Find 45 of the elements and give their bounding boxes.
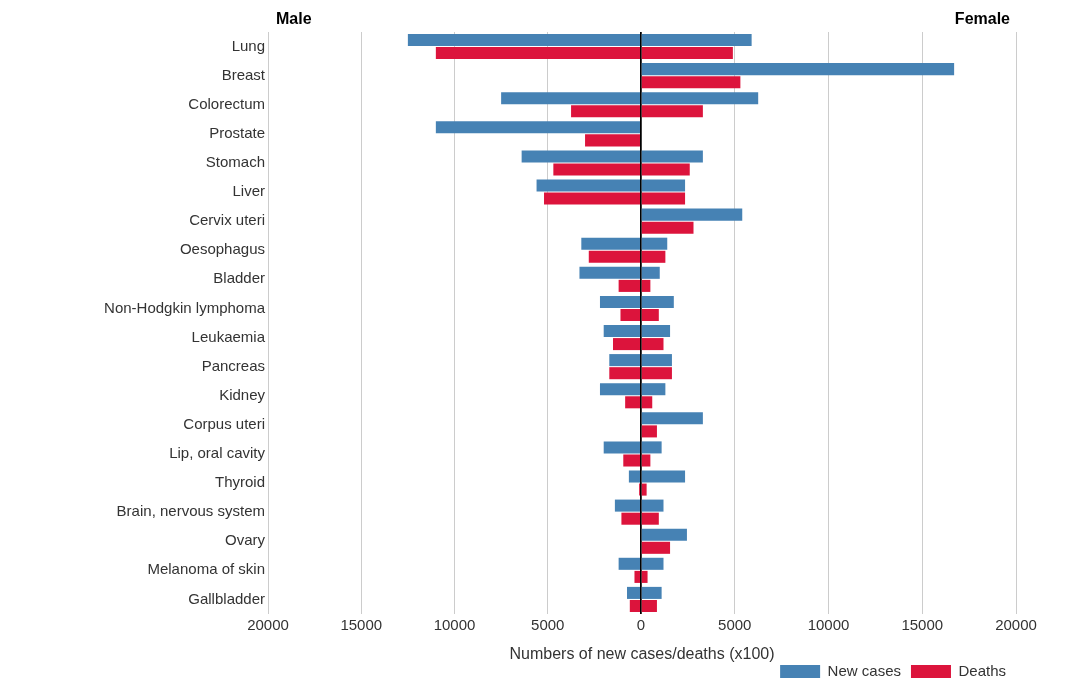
y-tick-label: Thyroid: [214, 473, 265, 491]
x-tick-label: 0: [636, 616, 646, 634]
y-tick-label: Corpus uteri: [183, 414, 265, 432]
y-tick-label: Brain, nervous system: [116, 502, 265, 520]
y-tick-label: Lung: [231, 36, 265, 54]
y-tick-label: Colorectum: [188, 94, 265, 112]
x-tick-label: 5000: [718, 616, 752, 634]
y-tick-label: Melanoma of skin: [147, 560, 265, 578]
y-tick-label: Prostate: [209, 123, 265, 141]
bar: [641, 541, 671, 554]
y-tick-label: Breast: [221, 65, 266, 83]
y-tick-label: Bladder: [213, 269, 265, 287]
y-tick-label: Leukaemia: [191, 327, 266, 345]
y-tick-label: Ovary: [224, 531, 266, 549]
bar: [641, 221, 694, 234]
chart-title: Female: [954, 10, 1011, 28]
bar: [585, 134, 641, 147]
y-tick-label: Non-Hodgkin lymphoma: [104, 298, 266, 316]
y-tick-label: Oesophagus: [179, 240, 265, 258]
bar: [641, 425, 657, 438]
x-tick-label: 20000: [995, 616, 1037, 634]
x-tick-label: 10000: [433, 616, 476, 634]
y-tick-label: Pancreas: [201, 356, 265, 374]
x-tick-label: 15000: [901, 616, 944, 634]
y-tick-label: Liver: [232, 182, 265, 200]
bar: [641, 528, 687, 541]
bar: [641, 483, 647, 496]
x-tick-label: 15000: [340, 616, 383, 634]
y-tick-label: Lip, oral cavity: [169, 444, 266, 462]
y-tick-label: Cervix uteri: [189, 211, 265, 229]
legend-label: Deaths: [958, 661, 1006, 679]
x-tick-label: 10000: [807, 616, 850, 634]
x-tick-label: 20000: [247, 616, 289, 634]
y-tick-label: Gallbladder: [188, 589, 265, 607]
bar: [641, 76, 741, 89]
bar: [641, 208, 743, 221]
x-axis-title: Numbers of new cases/deaths (x100): [508, 645, 776, 663]
legend-label: New cases: [827, 661, 901, 679]
y-tick-label: Stomach: [205, 153, 265, 171]
bar: [641, 412, 703, 425]
bar: [435, 121, 641, 134]
chart-title: Male: [276, 10, 312, 28]
x-tick-label: 5000: [531, 616, 565, 634]
y-tick-label: Kidney: [219, 385, 266, 403]
bar: [641, 63, 955, 76]
